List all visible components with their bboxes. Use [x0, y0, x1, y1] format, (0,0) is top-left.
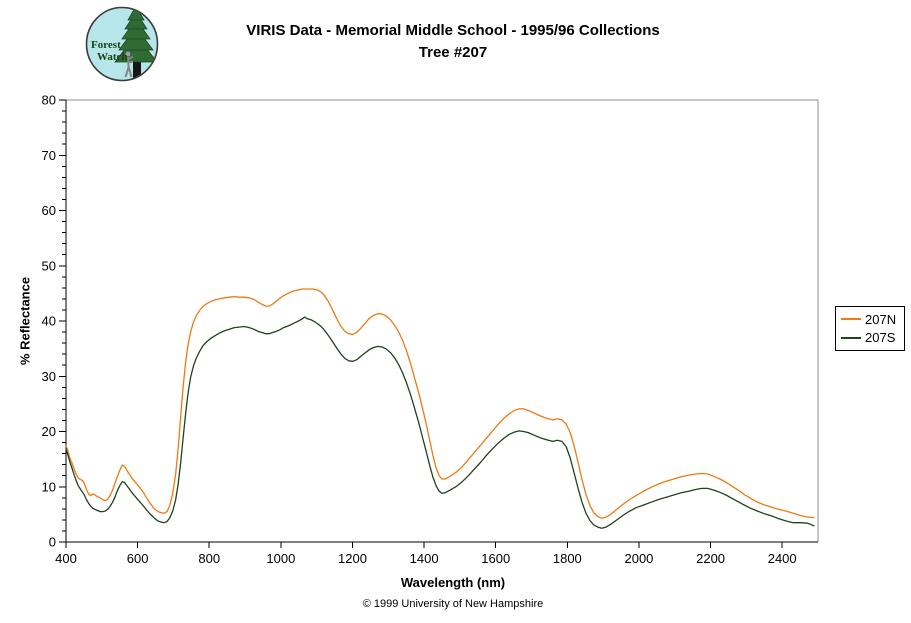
x-axis-tick-label: 1200 [338, 551, 367, 566]
x-axis-tick-label: 1400 [410, 551, 439, 566]
x-axis-tick-label: 400 [55, 551, 77, 566]
legend: 207N 207S [835, 306, 905, 351]
legend-line-sample-207s [841, 336, 861, 339]
logo-text-watch: Watch [97, 51, 128, 63]
x-axis-title: Wavelength (nm) [400, 575, 506, 590]
legend-label-207n: 207N [865, 311, 897, 327]
x-axis-tick-label: 600 [127, 551, 149, 566]
legend-entry-207n: 207N [836, 313, 904, 326]
y-axis-tick-label: 50 [42, 258, 56, 273]
series-line-207n [65, 288, 815, 519]
x-axis-tick-label: 1000 [266, 551, 295, 566]
y-axis-tick-label: 80 [42, 93, 56, 108]
forest-watch-logo: Forest Watch [85, 6, 159, 82]
x-axis-tick-label: 1600 [481, 551, 510, 566]
chart-title-line1: VIRIS Data - Memorial Middle School - 19… [246, 22, 660, 39]
x-axis-tick-label: 2400 [768, 551, 797, 566]
y-axis-tick-label: 60 [42, 203, 56, 218]
chart-title-line2: Tree #207 [418, 44, 488, 61]
x-axis-tick-label: 2200 [696, 551, 725, 566]
legend-line-sample-207n [841, 318, 861, 321]
y-axis-tick-label: 40 [42, 314, 56, 329]
x-axis-tick-label: 2000 [624, 551, 653, 566]
x-axis-tick-label: 800 [198, 551, 220, 566]
legend-label-207s: 207S [865, 330, 896, 346]
person-icon [124, 50, 134, 78]
y-axis-tick-label: 20 [42, 424, 56, 439]
y-axis-tick-label: 10 [42, 479, 56, 494]
y-axis-tick-label: 0 [49, 535, 56, 550]
y-axis-tick-label: 70 [42, 148, 56, 163]
legend-entry-207s: 207S [836, 331, 904, 344]
series-line-207s [65, 316, 815, 529]
y-axis-tick-label: 30 [42, 369, 56, 384]
copyright-text: © 1999 University of New Hampshire [362, 598, 544, 610]
x-axis-tick-label: 1800 [553, 551, 582, 566]
logo-text-forest: Forest [91, 39, 121, 51]
y-axis-title: % Reflectance [17, 276, 33, 366]
